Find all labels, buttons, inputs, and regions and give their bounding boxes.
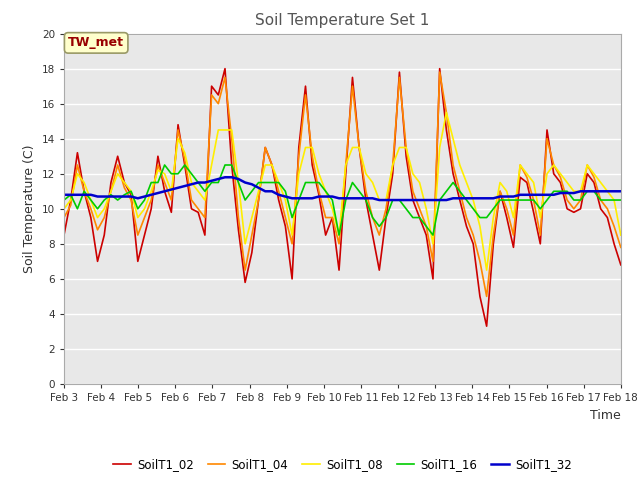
SoilT1_04 — [496, 188, 504, 194]
SoilT1_04 — [93, 227, 101, 233]
Y-axis label: Soil Temperature (C): Soil Temperature (C) — [23, 144, 36, 273]
Text: TW_met: TW_met — [68, 36, 124, 49]
SoilT1_04 — [308, 154, 316, 159]
SoilT1_04 — [436, 69, 444, 75]
SoilT1_08 — [617, 232, 625, 238]
Line: SoilT1_04: SoilT1_04 — [64, 72, 621, 296]
SoilT1_32 — [376, 197, 383, 203]
SoilT1_02 — [342, 171, 349, 177]
SoilT1_16 — [617, 197, 625, 203]
SoilT1_02 — [483, 324, 490, 329]
SoilT1_02 — [617, 262, 625, 268]
SoilT1_08 — [496, 180, 504, 185]
SoilT1_16 — [335, 232, 343, 238]
SoilT1_04 — [523, 174, 531, 180]
SoilT1_16 — [60, 197, 68, 203]
SoilT1_32 — [342, 195, 349, 201]
Title: Soil Temperature Set 1: Soil Temperature Set 1 — [255, 13, 429, 28]
SoilT1_32 — [315, 193, 323, 199]
Line: SoilT1_02: SoilT1_02 — [64, 69, 621, 326]
SoilT1_08 — [483, 267, 490, 273]
SoilT1_08 — [93, 215, 101, 220]
SoilT1_02 — [221, 66, 229, 72]
SoilT1_04 — [60, 215, 68, 220]
SoilT1_02 — [67, 197, 74, 203]
SoilT1_16 — [496, 197, 504, 203]
SoilT1_16 — [67, 192, 74, 198]
SoilT1_16 — [161, 162, 168, 168]
SoilT1_16 — [523, 197, 531, 203]
SoilT1_04 — [617, 244, 625, 250]
SoilT1_02 — [523, 180, 531, 185]
Line: SoilT1_32: SoilT1_32 — [64, 177, 621, 200]
SoilT1_04 — [67, 203, 74, 208]
SoilT1_08 — [308, 144, 316, 150]
SoilT1_08 — [60, 206, 68, 212]
SoilT1_32 — [93, 193, 101, 199]
SoilT1_02 — [60, 232, 68, 238]
SoilT1_32 — [221, 174, 229, 180]
SoilT1_32 — [523, 192, 531, 198]
Legend: SoilT1_02, SoilT1_04, SoilT1_08, SoilT1_16, SoilT1_32: SoilT1_02, SoilT1_04, SoilT1_08, SoilT1_… — [108, 454, 577, 476]
Line: SoilT1_16: SoilT1_16 — [64, 165, 621, 235]
SoilT1_32 — [60, 192, 68, 198]
SoilT1_08 — [442, 109, 450, 115]
SoilT1_04 — [483, 293, 490, 300]
X-axis label: Time: Time — [590, 408, 621, 421]
SoilT1_08 — [523, 171, 531, 177]
SoilT1_32 — [67, 192, 74, 198]
SoilT1_02 — [315, 192, 323, 198]
SoilT1_08 — [335, 232, 343, 238]
SoilT1_32 — [617, 188, 625, 194]
SoilT1_04 — [335, 241, 343, 247]
SoilT1_16 — [315, 180, 323, 185]
SoilT1_08 — [67, 197, 74, 203]
SoilT1_32 — [496, 193, 504, 199]
SoilT1_02 — [496, 188, 504, 194]
SoilT1_16 — [349, 180, 356, 185]
SoilT1_16 — [93, 206, 101, 212]
SoilT1_02 — [93, 258, 101, 264]
Line: SoilT1_08: SoilT1_08 — [64, 112, 621, 270]
